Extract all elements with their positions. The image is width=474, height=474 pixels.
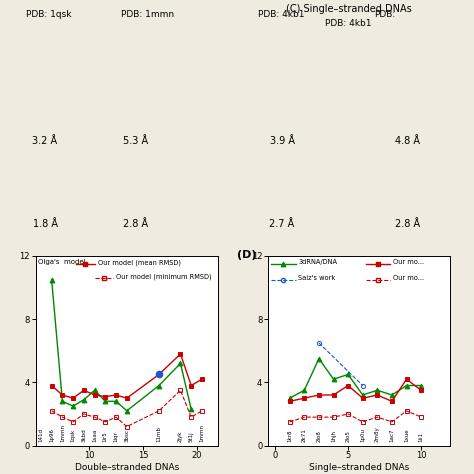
Text: 3bsc: 3bsc xyxy=(124,429,129,442)
X-axis label: Double–stranded DNAs: Double–stranded DNAs xyxy=(75,463,179,472)
Text: (C) Single–stranded DNAs: (C) Single–stranded DNAs xyxy=(285,4,411,14)
Text: Our model (mean RMSD): Our model (mean RMSD) xyxy=(98,259,181,265)
Text: 3kbd: 3kbd xyxy=(82,428,86,442)
Text: 1xue: 1xue xyxy=(404,428,409,442)
Text: 2lo8: 2lo8 xyxy=(317,430,321,442)
Text: 3.2 Å: 3.2 Å xyxy=(32,136,58,146)
Text: 1ac7: 1ac7 xyxy=(390,428,394,442)
Text: 1iqr: 1iqr xyxy=(114,431,118,442)
Text: 2k71: 2k71 xyxy=(302,428,307,442)
Text: 2m8y: 2m8y xyxy=(375,426,380,442)
X-axis label: Single–stranded DNAs: Single–stranded DNAs xyxy=(309,463,409,472)
Text: 1kr8: 1kr8 xyxy=(287,429,292,442)
Text: 1saa: 1saa xyxy=(92,428,97,442)
Text: 3dRNA/DNA: 3dRNA/DNA xyxy=(299,259,337,265)
Text: Saiz's work: Saiz's work xyxy=(299,275,336,281)
Text: 3.9 Å: 3.9 Å xyxy=(270,136,294,146)
Text: 2jyk: 2jyk xyxy=(178,430,183,442)
Text: 1mmn: 1mmn xyxy=(200,424,204,442)
Text: Olga's  model: Olga's model xyxy=(38,259,85,265)
Text: PDB: 4kb1: PDB: 4kb1 xyxy=(325,19,372,28)
Text: PDB: 4kb1: PDB: 4kb1 xyxy=(258,10,305,19)
Text: 141d: 141d xyxy=(38,428,44,442)
Text: PDB: 1mmn: PDB: 1mmn xyxy=(121,10,174,19)
Text: 1qsk: 1qsk xyxy=(71,428,76,442)
Text: Our mo...: Our mo... xyxy=(393,275,425,281)
Text: 4.8 Å: 4.8 Å xyxy=(395,136,420,146)
Text: 5t1j: 5t1j xyxy=(189,431,194,442)
Text: 2.8 Å: 2.8 Å xyxy=(122,219,148,229)
Text: 2lo5: 2lo5 xyxy=(346,430,351,442)
Text: (D): (D) xyxy=(237,250,256,260)
Text: 1mmn: 1mmn xyxy=(60,424,65,442)
Text: 5.3 Å: 5.3 Å xyxy=(122,136,148,146)
Text: 2.8 Å: 2.8 Å xyxy=(395,219,420,229)
Text: 1p96: 1p96 xyxy=(49,428,54,442)
Text: PDB: 1qsk: PDB: 1qsk xyxy=(26,10,72,19)
Text: Our mo...: Our mo... xyxy=(393,259,425,265)
Text: 11mb: 11mb xyxy=(156,426,162,442)
Text: PDB:: PDB: xyxy=(374,10,396,19)
Text: 1ir5: 1ir5 xyxy=(103,431,108,442)
Text: 1hjh: 1hjh xyxy=(331,430,336,442)
Text: Our model (minimum RMSD): Our model (minimum RMSD) xyxy=(116,273,212,280)
Text: 2.7 Å: 2.7 Å xyxy=(269,219,295,229)
Text: 1p0u: 1p0u xyxy=(360,428,365,442)
Text: 1ii1: 1ii1 xyxy=(419,432,424,442)
Text: 1.8 Å: 1.8 Å xyxy=(33,219,57,229)
